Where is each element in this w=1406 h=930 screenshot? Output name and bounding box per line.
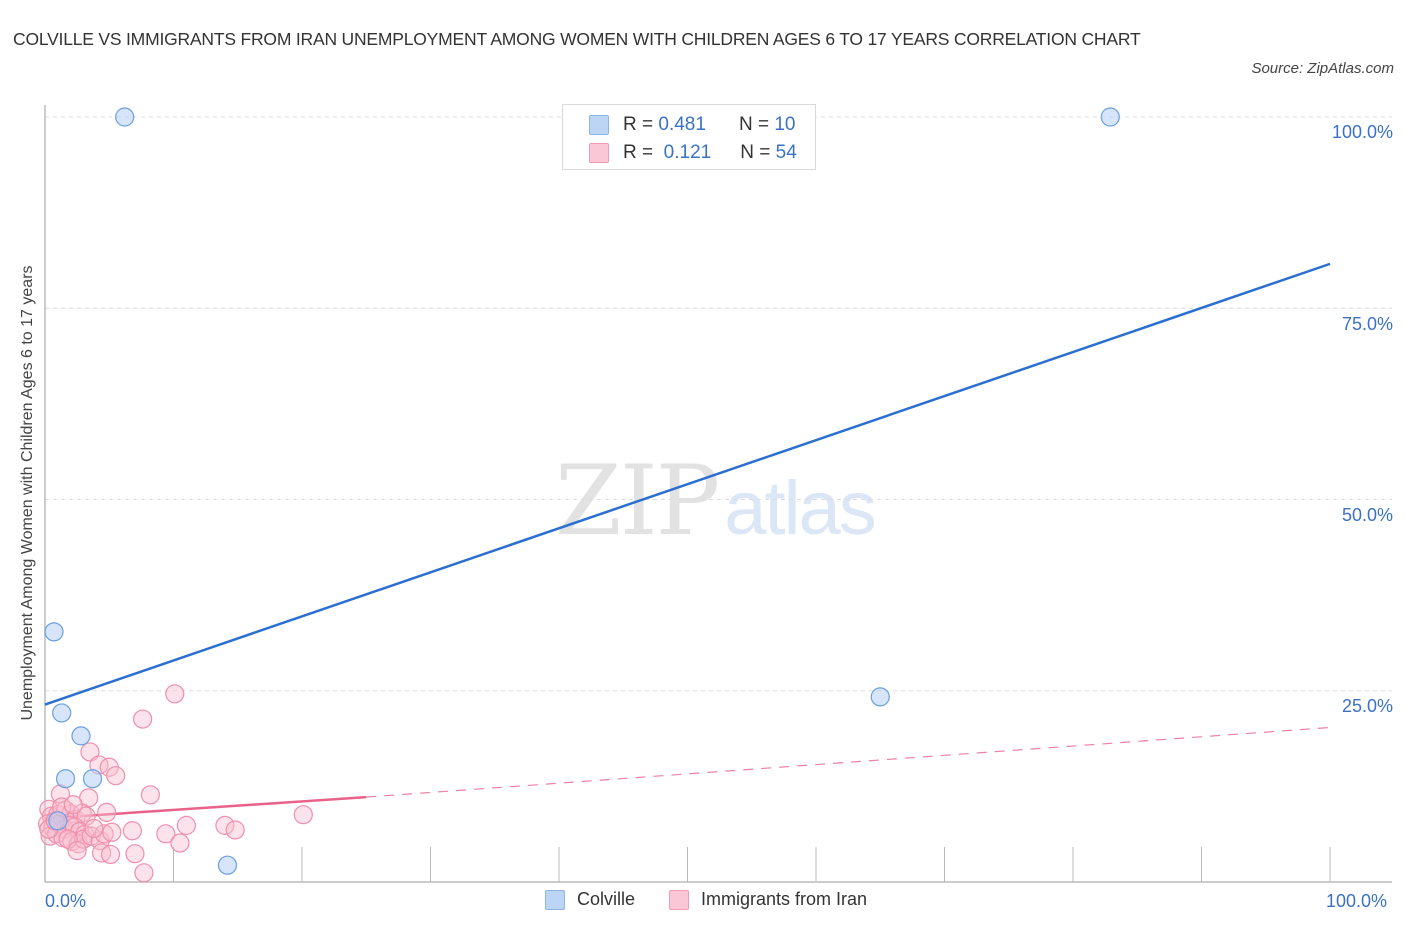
data-point <box>134 863 154 883</box>
data-point <box>84 818 104 839</box>
data-point <box>102 822 122 842</box>
data-point <box>122 821 142 841</box>
x-tick-100: 100.0% <box>1326 891 1388 911</box>
stats-legend: R = 0.481 N = 10 R = 0.121 N = 54 <box>562 104 816 170</box>
data-point <box>215 815 235 835</box>
data-point <box>293 805 313 825</box>
data-point <box>133 709 153 729</box>
data-points <box>37 107 1120 883</box>
data-point <box>1100 107 1120 127</box>
data-point <box>176 815 196 835</box>
gridlines <box>45 116 1392 692</box>
data-point <box>100 844 121 865</box>
r-label: R = <box>623 114 654 135</box>
data-point <box>115 107 135 127</box>
stats-row-iran: R = 0.121 N = 54 <box>589 140 797 166</box>
n-label: N = <box>740 142 771 163</box>
data-point <box>44 622 64 642</box>
n-value-colville: 10 <box>774 114 796 135</box>
data-point <box>140 785 160 805</box>
series-legend: Colville Immigrants from Iran <box>545 889 867 910</box>
x-tick-0: 0.0% <box>45 891 87 911</box>
trend-lines <box>44 262 1331 820</box>
data-point <box>67 841 87 861</box>
data-point <box>170 833 190 853</box>
colville-trend-line <box>44 262 1331 706</box>
stats-row-colville: R = 0.481 N = 10 <box>589 112 795 138</box>
legend-colville-label: Colville <box>577 889 636 909</box>
axes <box>44 105 1392 883</box>
data-point <box>48 811 68 831</box>
legend-iran-label: Immigrants from Iran <box>701 889 868 909</box>
iran-swatch <box>589 143 609 163</box>
y-tick-50: 50.0% <box>1341 505 1393 525</box>
y-axis-label: Unemployment Among Women with Children A… <box>19 265 36 721</box>
data-point <box>52 703 72 723</box>
data-point <box>165 684 185 704</box>
data-point <box>71 726 91 746</box>
data-point <box>125 844 145 864</box>
r-label: R = <box>623 142 654 163</box>
legend-iran-swatch <box>669 889 690 910</box>
y-tick-25: 25.0% <box>1341 696 1393 716</box>
n-value-iran: 54 <box>775 142 797 163</box>
data-point <box>55 769 76 789</box>
chart-title: COLVILLE VS IMMIGRANTS FROM IRAN UNEMPLO… <box>13 29 1141 49</box>
r-value-colville: 0.481 <box>658 114 706 135</box>
legend-colville-swatch <box>545 889 565 910</box>
data-point <box>94 824 114 844</box>
colville-swatch <box>589 115 609 135</box>
n-label: N = <box>738 114 770 135</box>
data-point <box>225 820 245 840</box>
data-point <box>63 795 83 815</box>
watermark-atlas: atlas <box>724 466 877 551</box>
watermark: ZIPatlas <box>555 445 877 557</box>
data-point <box>156 824 176 844</box>
iran-trend-line-extrapolated <box>366 726 1331 798</box>
data-point <box>82 769 103 789</box>
data-point <box>80 742 100 762</box>
data-point <box>217 855 238 875</box>
y-tick-75: 75.0% <box>1341 314 1393 334</box>
y-tick-100: 100.0% <box>1331 122 1393 142</box>
source-label: Source: ZipAtlas.com <box>1251 60 1394 77</box>
data-point <box>106 766 126 786</box>
data-point <box>870 687 890 707</box>
data-point <box>97 802 117 822</box>
r-value-iran: 0.121 <box>663 142 712 163</box>
